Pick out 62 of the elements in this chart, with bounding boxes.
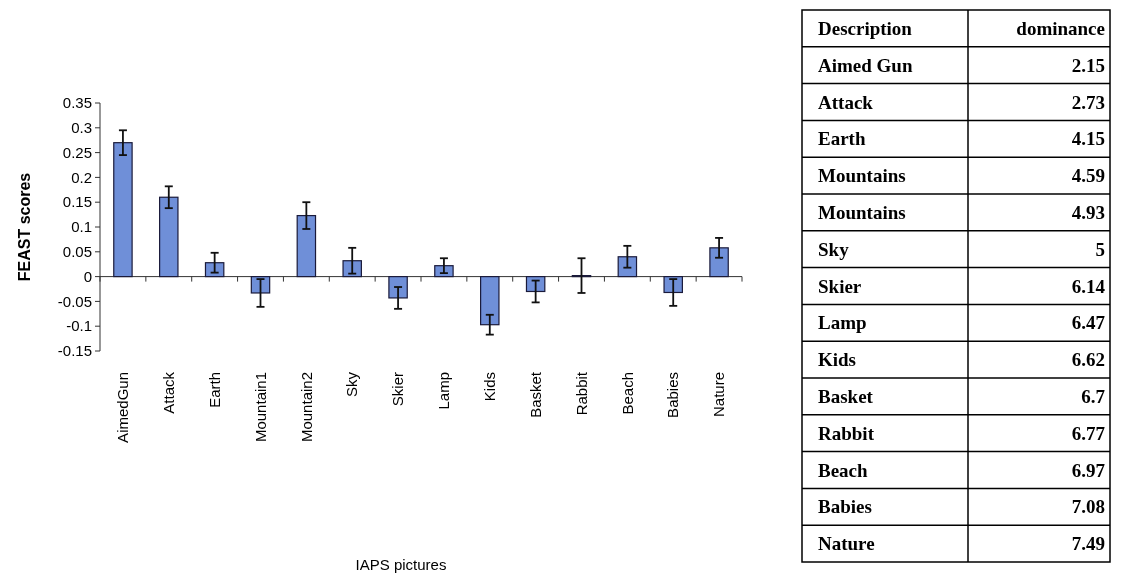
x-tick-label: Skier	[389, 372, 407, 407]
y-tick-label: 0	[83, 267, 92, 285]
y-tick-label: 0.15	[62, 193, 92, 211]
y-tick-label: 0.3	[71, 119, 92, 137]
category-label: Beach	[818, 459, 869, 481]
data-label: 6.97	[1071, 459, 1106, 481]
x-tick-label: Mountain2	[297, 372, 315, 443]
data-label: 6.77	[1071, 422, 1106, 444]
category-label: Kids	[818, 349, 857, 371]
category-label: Nature	[818, 533, 875, 555]
bar	[617, 256, 638, 278]
y-tick-label: -0.05	[57, 292, 92, 310]
category-label: Babies	[818, 496, 872, 518]
y-tick-label: 0.35	[62, 94, 92, 112]
x-tick-label: Lamp	[435, 372, 453, 410]
x-tick-label: AimedGun	[114, 372, 132, 443]
x-tick-label: Attack	[160, 371, 178, 414]
x-tick-label: Earth	[205, 372, 223, 408]
bar	[296, 214, 317, 278]
data-label: 4.59	[1071, 165, 1105, 187]
category-label: Mountains	[818, 202, 906, 224]
bar	[388, 276, 408, 299]
category-label: Aimed Gun	[818, 54, 913, 76]
y-tick-label: -0.1	[66, 317, 92, 335]
x-tick-label: Mountain1	[251, 372, 269, 443]
x-axis-title: IAPS pictures	[355, 556, 447, 573]
category-label: Sky	[818, 238, 850, 260]
category-label: Mountains	[818, 165, 906, 187]
x-tick-label: Beach	[618, 372, 636, 415]
x-tick-label: Basket	[526, 371, 544, 418]
y-tick-label: 0.2	[71, 168, 92, 186]
x-tick-label: Kids	[481, 372, 499, 402]
bar	[709, 247, 729, 278]
x-tick-label: Babies	[664, 372, 682, 418]
category-label: Skier	[818, 275, 862, 297]
data-label: 6.14	[1071, 275, 1106, 297]
data-label: 7.49	[1071, 533, 1105, 555]
y-tick-label: 0.1	[71, 218, 92, 236]
category-label: Earth	[818, 128, 866, 150]
data-label: 6.62	[1071, 349, 1105, 371]
x-tick-label: Rabbit	[572, 371, 590, 416]
x-tick-label: Nature	[710, 372, 728, 418]
data-label: 5	[1095, 238, 1105, 260]
bar	[113, 142, 133, 278]
y-tick-label: 0.25	[62, 143, 92, 161]
data-label: 4.15	[1071, 128, 1105, 150]
data-label: 2.73	[1071, 91, 1105, 113]
data-label: 6.47	[1071, 312, 1106, 334]
y-tick-label: 0.05	[62, 243, 92, 261]
data-label: 6.7	[1081, 386, 1106, 408]
bar	[159, 196, 179, 278]
text: Description	[818, 18, 913, 40]
x-tick-label: Sky	[343, 371, 361, 398]
data-label: 2.15	[1071, 54, 1105, 76]
y-axis-title: FEAST scores	[16, 172, 33, 282]
data-label: 7.08	[1071, 496, 1105, 518]
category-label: Attack	[818, 91, 874, 113]
category-label: Lamp	[818, 312, 867, 334]
bar	[480, 276, 500, 326]
y-tick-label: -0.15	[57, 342, 92, 360]
text: dominance	[1016, 18, 1105, 40]
data-label: 4.93	[1071, 202, 1105, 224]
